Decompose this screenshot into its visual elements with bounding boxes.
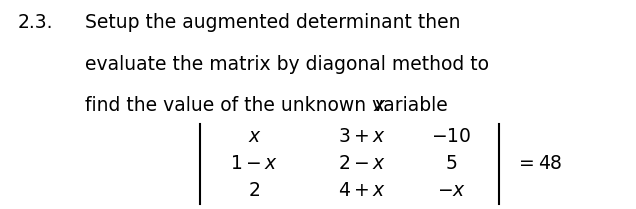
Text: $5$: $5$ [445, 154, 458, 173]
Text: $3+x$: $3+x$ [338, 127, 387, 146]
Text: $2-x$: $2-x$ [338, 154, 387, 173]
Text: .: . [383, 96, 389, 115]
Text: $x$: $x$ [247, 127, 261, 146]
Text: $= 48$: $= 48$ [515, 154, 563, 173]
Text: 2.3.: 2.3. [18, 13, 53, 32]
Text: $4+x$: $4+x$ [338, 181, 387, 200]
Text: $-x$: $-x$ [437, 181, 466, 200]
Text: $2$: $2$ [249, 181, 260, 200]
Text: $1-x$: $1-x$ [230, 154, 279, 173]
Text: $-10$: $-10$ [431, 127, 472, 146]
Text: evaluate the matrix by diagonal method to: evaluate the matrix by diagonal method t… [85, 55, 488, 74]
Text: x: x [374, 96, 385, 115]
Text: Setup the augmented determinant then: Setup the augmented determinant then [85, 13, 460, 32]
Text: find the value of the unknown variable: find the value of the unknown variable [85, 96, 453, 115]
